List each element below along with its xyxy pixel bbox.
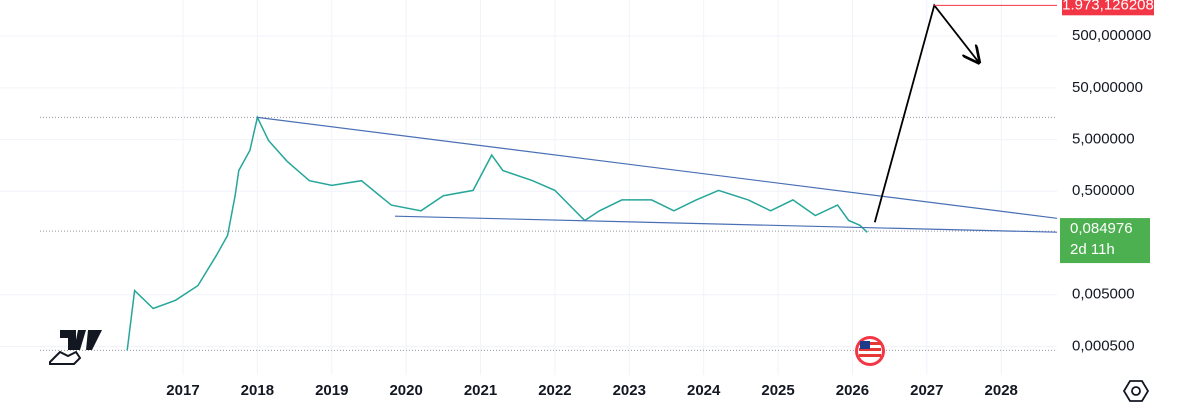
x-tick-label: 2025 xyxy=(761,382,794,399)
trendline xyxy=(394,215,1058,233)
grid xyxy=(0,0,1057,375)
settings-icon[interactable] xyxy=(1122,380,1150,402)
x-tick-label: 2027 xyxy=(910,382,943,399)
price-tag-label: 0,084976 xyxy=(1070,220,1133,237)
y-tick-label: 50,000000 xyxy=(1072,79,1143,96)
x-tick-label: 2022 xyxy=(538,382,571,399)
y-tick-label: 0,000500 xyxy=(1072,337,1135,354)
x-tick-label: 2020 xyxy=(389,382,422,399)
x-tick-label: 2026 xyxy=(836,382,869,399)
y-tick-label: 0,005000 xyxy=(1072,286,1135,303)
logo xyxy=(49,330,102,365)
x-tick-label: 2021 xyxy=(464,382,497,399)
x-tick-label: 2019 xyxy=(315,382,348,399)
x-tick-label: 2018 xyxy=(241,382,274,399)
target-tag-label: 1.973,126208 xyxy=(1062,0,1154,13)
x-tick-label: 2028 xyxy=(985,382,1018,399)
x-tick-label: 2023 xyxy=(613,382,646,399)
plot xyxy=(126,3,1058,351)
y-tick-label: 500,000000 xyxy=(1072,27,1151,44)
axes: 0,000500 0,005000 0,500000 5,000000 50,00000… xyxy=(166,0,1154,399)
x-tick-label: 2024 xyxy=(687,382,721,399)
price-tag xyxy=(1060,218,1150,264)
trendline xyxy=(257,116,1058,219)
y-tick-label: 0,500000 xyxy=(1072,182,1135,199)
flag-icon xyxy=(855,336,885,366)
y-tick-label: 5,000000 xyxy=(1072,131,1135,148)
countdown: 2d 11h xyxy=(1070,241,1115,258)
price-line-series xyxy=(126,115,868,351)
target-tag xyxy=(1062,0,1154,16)
x-tick-label: 2017 xyxy=(166,382,199,399)
